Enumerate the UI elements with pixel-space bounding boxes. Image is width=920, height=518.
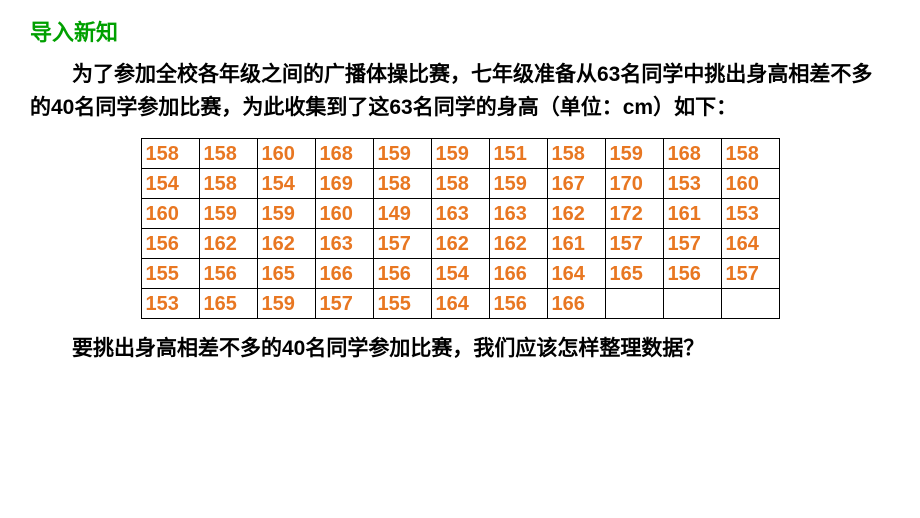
table-cell: [663, 289, 721, 319]
intro-paragraph: 为了参加全校各年级之间的广播体操比赛，七年级准备从63名同学中挑出身高相差不多的…: [30, 59, 890, 124]
table-cell: 162: [257, 229, 315, 259]
table-cell: 161: [547, 229, 605, 259]
table-cell: 153: [663, 169, 721, 199]
table-cell: 156: [199, 259, 257, 289]
table-cell: 165: [257, 259, 315, 289]
table-cell: 166: [315, 259, 373, 289]
table-cell: 156: [373, 259, 431, 289]
table-cell: 158: [431, 169, 489, 199]
table-cell: 158: [721, 139, 779, 169]
table-cell: 160: [721, 169, 779, 199]
question-paragraph: 要挑出身高相差不多的40名同学参加比赛，我们应该怎样整理数据？: [30, 333, 890, 366]
table-row: 158158160168159159151158159168158: [141, 139, 779, 169]
table-cell: 165: [605, 259, 663, 289]
table-cell: 153: [141, 289, 199, 319]
table-cell: 154: [257, 169, 315, 199]
table-cell: 157: [315, 289, 373, 319]
table-row: 154158154169158158159167170153160: [141, 169, 779, 199]
table-cell: 159: [199, 199, 257, 229]
table-cell: 159: [431, 139, 489, 169]
table-cell: 164: [547, 259, 605, 289]
table-cell: 159: [489, 169, 547, 199]
table-cell: 153: [721, 199, 779, 229]
table-row: 155156165166156154166164165156157: [141, 259, 779, 289]
table-cell: 168: [663, 139, 721, 169]
table-cell: 160: [315, 199, 373, 229]
table-cell: [605, 289, 663, 319]
table-cell: 160: [257, 139, 315, 169]
table-cell: 163: [489, 199, 547, 229]
table-cell: 166: [547, 289, 605, 319]
table-cell: 169: [315, 169, 373, 199]
table-cell: 166: [489, 259, 547, 289]
table-body: 1581581601681591591511581591681581541581…: [141, 139, 779, 319]
table-cell: 172: [605, 199, 663, 229]
table-cell: 157: [605, 229, 663, 259]
table-cell: 162: [489, 229, 547, 259]
table-cell: [721, 289, 779, 319]
table-cell: 157: [373, 229, 431, 259]
table-cell: 158: [373, 169, 431, 199]
table-cell: 167: [547, 169, 605, 199]
table-cell: 159: [373, 139, 431, 169]
table-cell: 157: [721, 259, 779, 289]
table-cell: 158: [547, 139, 605, 169]
table-row: 153165159157155164156166: [141, 289, 779, 319]
table-cell: 170: [605, 169, 663, 199]
table-cell: 162: [431, 229, 489, 259]
table-cell: 158: [199, 169, 257, 199]
table-cell: 149: [373, 199, 431, 229]
table-cell: 154: [141, 169, 199, 199]
table-cell: 155: [373, 289, 431, 319]
table-cell: 168: [315, 139, 373, 169]
table-cell: 163: [315, 229, 373, 259]
table-cell: 157: [663, 229, 721, 259]
table-cell: 164: [431, 289, 489, 319]
table-cell: 151: [489, 139, 547, 169]
height-data-table: 1581581601681591591511581591681581541581…: [141, 138, 780, 319]
table-cell: 159: [605, 139, 663, 169]
table-cell: 156: [489, 289, 547, 319]
section-title: 导入新知: [30, 15, 890, 47]
table-cell: 156: [663, 259, 721, 289]
table-cell: 162: [547, 199, 605, 229]
table-cell: 164: [721, 229, 779, 259]
table-cell: 156: [141, 229, 199, 259]
table-row: 160159159160149163163162172161153: [141, 199, 779, 229]
table-cell: 160: [141, 199, 199, 229]
table-cell: 155: [141, 259, 199, 289]
table-cell: 163: [431, 199, 489, 229]
table-cell: 154: [431, 259, 489, 289]
table-cell: 165: [199, 289, 257, 319]
table-cell: 159: [257, 289, 315, 319]
table-cell: 162: [199, 229, 257, 259]
table-cell: 158: [199, 139, 257, 169]
table-row: 156162162163157162162161157157164: [141, 229, 779, 259]
table-cell: 158: [141, 139, 199, 169]
table-cell: 159: [257, 199, 315, 229]
table-cell: 161: [663, 199, 721, 229]
